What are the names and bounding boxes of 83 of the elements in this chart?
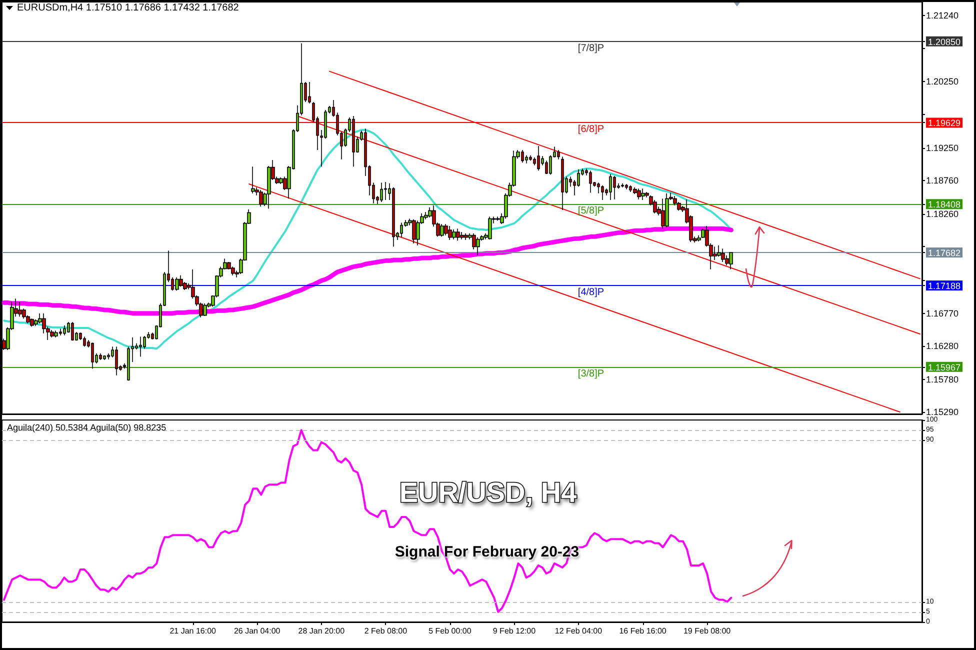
candlestick bbox=[259, 190, 263, 208]
annotation: EUR/USD, H4 bbox=[399, 477, 577, 508]
x-tick-label: 9 Feb 12:00 bbox=[492, 626, 536, 636]
y-tick-label: 1.16770 bbox=[926, 308, 959, 318]
y-tick-label: 1.20850 bbox=[928, 36, 961, 47]
y-tick-label: 1.18760 bbox=[926, 176, 959, 186]
x-tick-label: 2 Feb 08:00 bbox=[364, 626, 408, 636]
candlestick bbox=[175, 276, 179, 292]
candlestick bbox=[476, 236, 480, 256]
candlestick bbox=[625, 184, 628, 190]
x-tick-label: 19 Feb 08:00 bbox=[683, 626, 732, 636]
candlestick bbox=[392, 186, 395, 248]
y-tick-label: 1.15290 bbox=[926, 407, 959, 417]
chart-title: EURUSDm,H4 1.17510 1.17686 1.17432 1.17682 bbox=[17, 2, 240, 14]
x-tick-label: 26 Jan 04:00 bbox=[234, 626, 281, 636]
candlestick bbox=[352, 116, 355, 168]
y-tick-label: 1.17188 bbox=[928, 280, 961, 291]
candlestick bbox=[448, 226, 452, 240]
y-tick-label: 1.20250 bbox=[926, 76, 959, 86]
x-tick-label: 16 Feb 16:00 bbox=[619, 626, 667, 636]
candlestick bbox=[30, 318, 34, 328]
y-tick-label: 1.17682 bbox=[928, 248, 961, 258]
line-series bbox=[2, 226, 734, 316]
candlestick bbox=[384, 182, 387, 200]
candlestick bbox=[71, 322, 74, 342]
candlestick bbox=[440, 224, 444, 238]
candlestick bbox=[460, 232, 464, 240]
candlestick bbox=[18, 302, 22, 318]
y-tick-label: 1.18260 bbox=[926, 209, 959, 219]
candlestick bbox=[665, 192, 669, 228]
candlestick bbox=[601, 184, 604, 200]
candlestick bbox=[83, 336, 86, 348]
candlestick bbox=[589, 170, 592, 194]
y-tick-label: 1.21240 bbox=[926, 10, 959, 20]
candlestick bbox=[637, 188, 641, 200]
y-tick-label: 1.19629 bbox=[928, 118, 961, 128]
candlestick bbox=[464, 232, 468, 240]
x-tick-label: 12 Feb 04:00 bbox=[554, 626, 603, 636]
candlestick bbox=[91, 342, 94, 370]
y-tick-label: 1.18408 bbox=[928, 200, 961, 210]
candlestick bbox=[139, 336, 142, 358]
x-tick-label: 5 Feb 00:00 bbox=[428, 626, 472, 636]
candlestick bbox=[231, 266, 235, 276]
y-tick-label: 1.19250 bbox=[926, 143, 959, 153]
candlestick bbox=[641, 188, 645, 200]
x-tick-label: 21 Jan 16:00 bbox=[170, 626, 217, 636]
candlestick bbox=[251, 166, 255, 194]
candlestick bbox=[456, 228, 460, 242]
candlestick bbox=[613, 176, 616, 200]
candlestick bbox=[103, 354, 106, 360]
y-tick-label: 1.16280 bbox=[926, 341, 959, 351]
candlestick bbox=[653, 200, 657, 214]
candlestick bbox=[203, 302, 207, 316]
candlestick bbox=[721, 248, 725, 262]
candlestick bbox=[50, 330, 54, 338]
y-tick-label: 1.15967 bbox=[928, 362, 961, 372]
candlestick bbox=[99, 352, 102, 360]
candlestick bbox=[412, 218, 416, 244]
candlestick bbox=[444, 224, 448, 236]
candlestick bbox=[63, 324, 66, 336]
candlestick bbox=[529, 154, 532, 162]
chart-title: Aguila(240) 50.5384 Aguila(50) 98.8235 bbox=[7, 422, 166, 432]
candlestick bbox=[452, 228, 456, 240]
ref-line-label: [3/8]P bbox=[578, 368, 604, 380]
candlestick bbox=[645, 192, 649, 198]
candlestick bbox=[179, 274, 183, 288]
candlestick bbox=[557, 150, 560, 160]
candlestick bbox=[488, 216, 492, 240]
candlestick bbox=[380, 182, 383, 202]
ref-line-label: [5/8]P bbox=[578, 206, 604, 217]
x-tick-label: 28 Jan 20:00 bbox=[298, 626, 346, 636]
candlestick bbox=[729, 252, 733, 270]
ref-line-label: [7/8]P bbox=[578, 42, 604, 54]
y-tick-label: 1.15780 bbox=[926, 374, 959, 384]
candlestick bbox=[609, 174, 612, 200]
candlestick bbox=[424, 212, 428, 220]
candlestick bbox=[537, 146, 540, 172]
candlestick bbox=[308, 82, 311, 104]
ref-line-label: [6/8]P bbox=[578, 124, 604, 136]
candlestick bbox=[561, 156, 564, 210]
candlestick bbox=[54, 330, 58, 338]
ref-line-label: [4/8]P bbox=[578, 286, 604, 298]
candlestick bbox=[115, 346, 118, 376]
